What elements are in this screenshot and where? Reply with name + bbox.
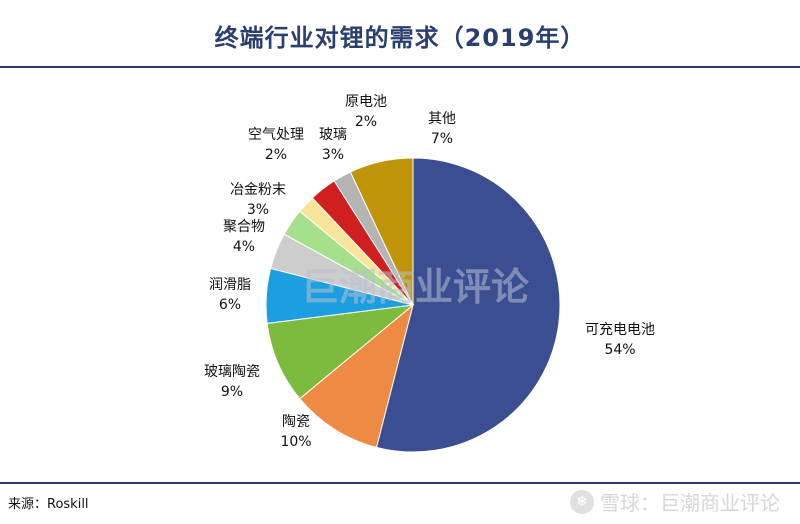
page-title: 终端行业对锂的需求（2019年） [214,24,586,52]
slice-value-label: 6% [219,297,241,313]
source-note: 来源：Roskill [8,497,89,512]
slice-name-label: 冶金粉末 [230,182,286,198]
slice-name-label: 空气处理 [248,127,304,143]
slice-name-label: 玻璃 [319,126,347,143]
slice-name-label: 可充电电池 [585,322,655,338]
title-divider [0,66,800,68]
slice-value-label: 2% [265,147,287,163]
slice-value-label: 54% [604,342,635,358]
slice-value-label: 3% [322,147,344,163]
slice-value-label: 9% [221,384,243,400]
pie-slice-3 [266,304,415,400]
watermark-text: 巨潮商业评论 [301,265,530,309]
pie-slice-10 [349,157,414,306]
footer-brand: ❄ 雪球：巨潮商业评论 [570,487,780,516]
slice-value-label: 4% [233,239,255,255]
snowball-logo-icon: ❄ [570,489,594,514]
slice-name-label: 陶瓷 [282,414,310,430]
pie-slices [265,157,561,453]
slice-name-label: 润滑脂 [209,276,251,293]
slice-name-label: 玻璃陶瓷 [204,363,260,380]
slice-value-label: 2% [355,114,377,130]
pie-slice-1 [375,157,561,453]
pie-slice-2 [299,303,414,448]
slice-value-label: 7% [431,131,453,147]
slice-value-label: 10% [280,434,311,450]
slice-value-label: 3% [247,202,269,218]
footer-divider [0,482,800,484]
pie-labels: 可充电电池 54% 陶瓷 10% 玻璃陶瓷 9% 润滑脂 6% 聚合物 4% 冶金粉末 3% 空气处理 2… [204,94,655,450]
slice-name-label: 其他 [428,111,456,127]
footer-brand-text: 雪球：巨潮商业评论 [600,491,780,515]
slice-name-label: 聚合物 [223,219,265,235]
slice-name-label: 原电池 [345,94,387,110]
